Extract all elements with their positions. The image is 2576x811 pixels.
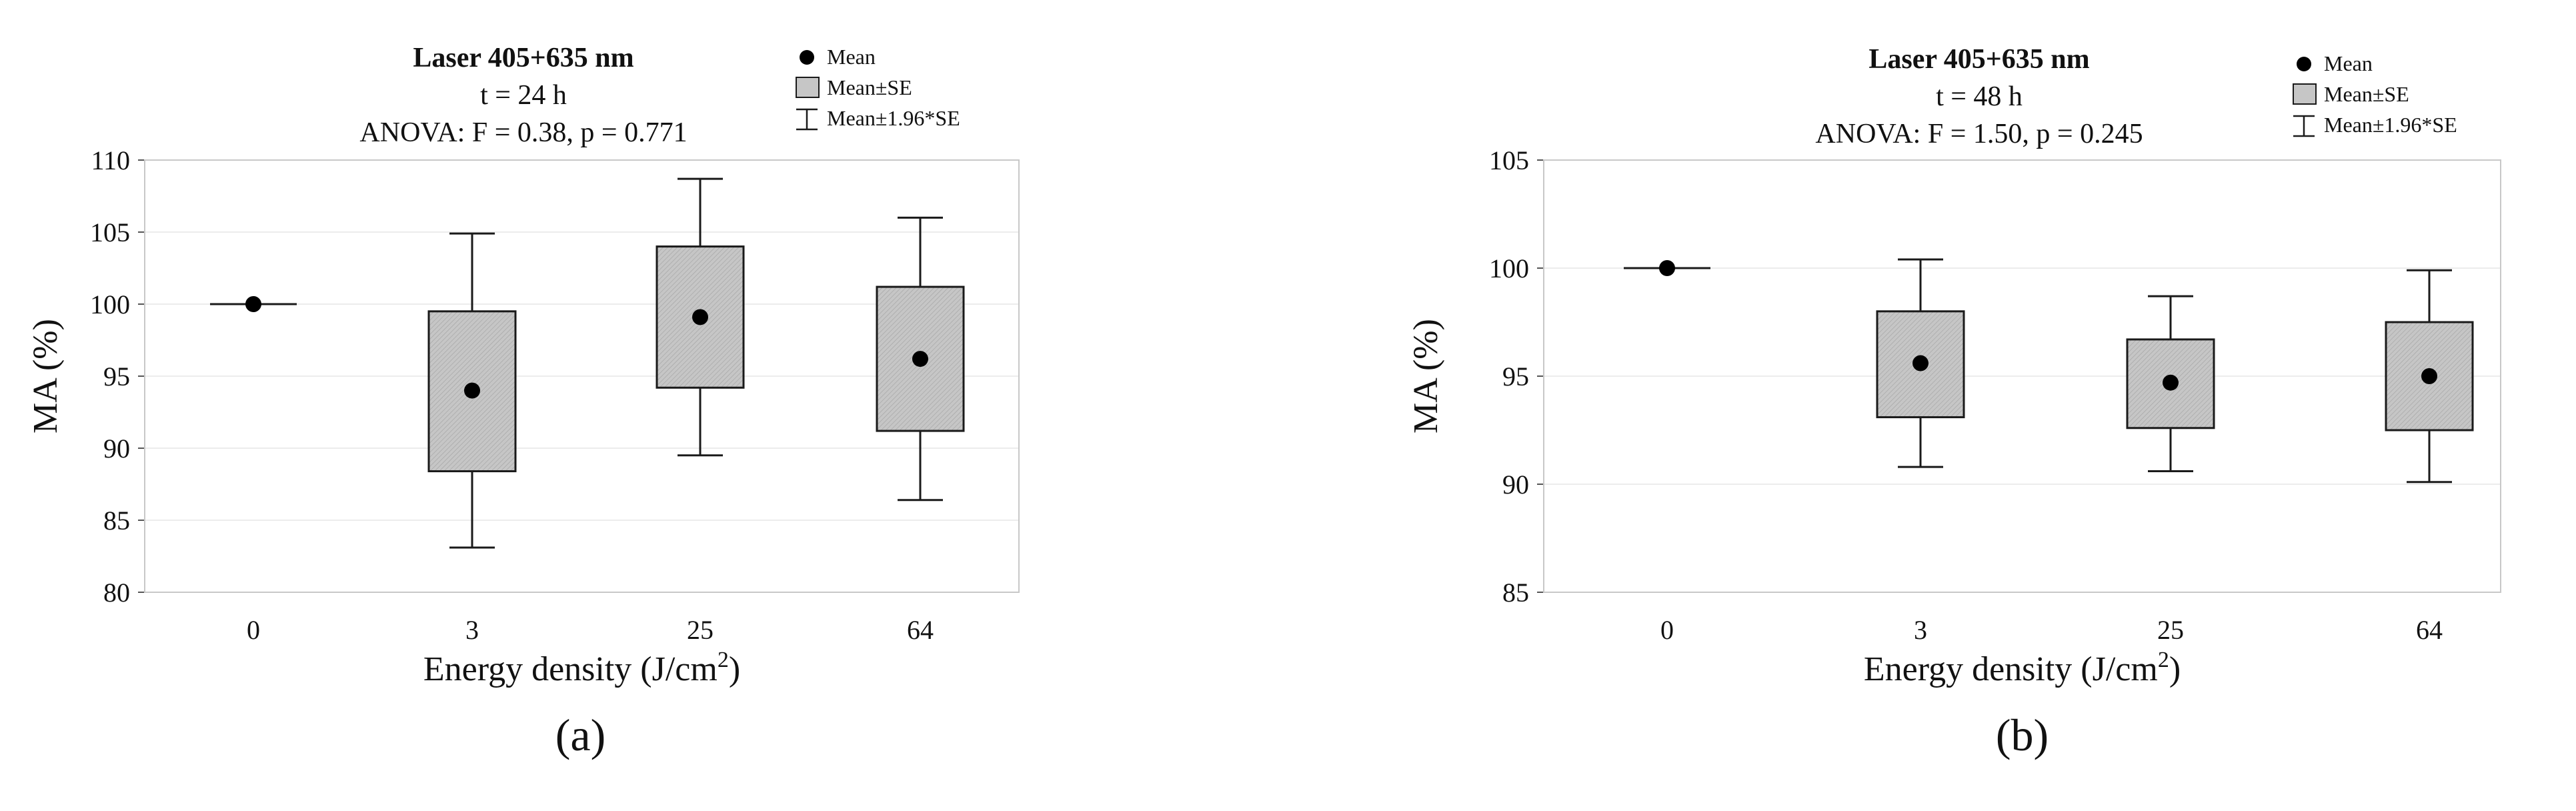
x-axis-label-superscript: 2 [718, 648, 729, 672]
y-tick-label: 100 [90, 289, 130, 319]
y-tick-label: 95 [103, 361, 130, 391]
chart-subtitle: t = 48 h [1936, 81, 2023, 112]
mean-point [692, 309, 708, 325]
x-tick-label: 0 [1660, 615, 1674, 645]
mean-point [1659, 260, 1675, 276]
mean-point [1912, 355, 1928, 371]
legend-mean-marker [2297, 57, 2311, 71]
legend-se-swatch [796, 77, 820, 98]
mean-point [2421, 368, 2437, 384]
mean-point [912, 351, 928, 367]
x-axis-label-tail: ) [2169, 650, 2181, 688]
chart-subtitle: t = 24 h [480, 80, 567, 111]
x-tick-label: 0 [247, 615, 260, 645]
x-axis-label-main: Energy density (J/cm [423, 650, 718, 688]
legend-ci-label: Mean±1.96*SE [2324, 113, 2457, 137]
y-tick-label: 95 [1502, 361, 1529, 391]
y-tick-label: 100 [1489, 253, 1529, 283]
x-tick-label: 64 [907, 615, 934, 645]
anova-annotation: ANOVA: F = 0.38, p = 0.771 [359, 117, 687, 148]
mean-point [245, 296, 261, 312]
y-tick-label: 90 [103, 434, 130, 464]
legend-se-swatch [2293, 83, 2317, 105]
anova-annotation: ANOVA: F = 1.50, p = 0.245 [1815, 119, 2143, 149]
y-tick-label: 90 [1502, 470, 1529, 500]
legend-se-label: Mean±SE [827, 75, 912, 99]
y-tick-label: 105 [90, 217, 130, 247]
x-tick-label: 3 [465, 615, 479, 645]
y-axis-label: MA (%) [1407, 319, 1445, 434]
x-axis-label: Energy density (J/cm2) [423, 648, 740, 688]
se-box [2126, 338, 2215, 430]
x-tick-label: 64 [2416, 615, 2443, 645]
x-tick-label: 25 [687, 615, 714, 645]
chart-title: Laser 405+635 nm [1868, 44, 2089, 75]
legend-mean-marker [800, 50, 814, 65]
y-tick-label: 85 [103, 506, 130, 536]
plot-frame [144, 159, 1020, 593]
y-tick-label: 80 [103, 578, 130, 608]
panel-label: (b) [1996, 710, 2049, 760]
legend-mean-label: Mean [2324, 51, 2373, 75]
se-box [876, 285, 965, 432]
x-tick-label: 25 [2157, 615, 2184, 645]
y-tick-label: 105 [1489, 145, 1529, 175]
se-box [1876, 310, 1965, 419]
plot-frame [1543, 159, 2501, 593]
legend-se-label: Mean±SE [2324, 82, 2409, 106]
legend-mean-label: Mean [827, 45, 876, 69]
x-axis-label-main: Energy density (J/cm [1864, 650, 2158, 688]
chart-title: Laser 405+635 nm [413, 43, 633, 73]
x-axis-label: Energy density (J/cm2) [1864, 648, 2181, 688]
x-axis-label-superscript: 2 [2158, 648, 2169, 672]
panel-a: 80 85 90 95 100 105 110 0 3 25 64 Laser 405+635 nm t… [27, 43, 1020, 760]
mean-point [464, 382, 480, 399]
y-axis-label: MA (%) [27, 319, 65, 434]
x-axis-label-tail: ) [729, 650, 740, 688]
panel-b: 85 90 95 100 105 0 3 25 64 Laser 405+635 nm t = 48… [1407, 44, 2501, 760]
legend-ci-label: Mean±1.96*SE [827, 106, 960, 130]
panel-label: (a) [555, 710, 605, 760]
y-tick-label: 85 [1502, 578, 1529, 608]
x-tick-label: 3 [1914, 615, 1927, 645]
mean-point [2163, 374, 2179, 391]
y-tick-label: 110 [91, 145, 130, 175]
